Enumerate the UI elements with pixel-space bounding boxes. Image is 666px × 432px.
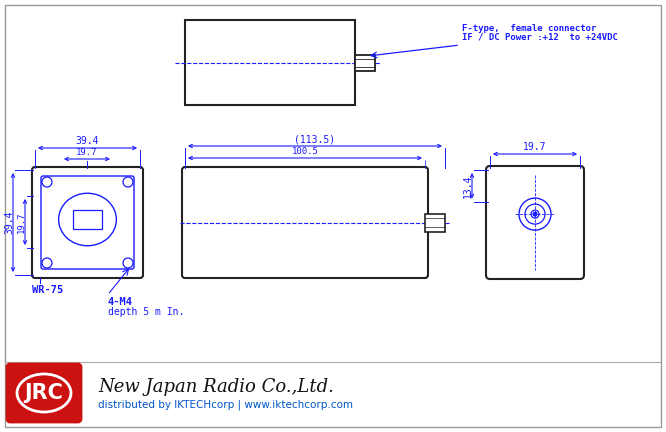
Text: WR-75: WR-75 bbox=[32, 285, 63, 295]
Bar bbox=[185, 20, 355, 105]
Text: F-type,  female connector: F-type, female connector bbox=[462, 24, 596, 33]
Text: distributed by IKTECHcorp | www.iktechcorp.com: distributed by IKTECHcorp | www.iktechco… bbox=[98, 400, 353, 410]
Text: 4-M4: 4-M4 bbox=[107, 297, 133, 307]
Text: 13.4: 13.4 bbox=[463, 174, 473, 197]
Text: depth 5 m In.: depth 5 m In. bbox=[107, 307, 184, 317]
Text: 100.5: 100.5 bbox=[292, 147, 318, 156]
Text: 19.7: 19.7 bbox=[17, 211, 25, 233]
Bar bbox=[425, 213, 445, 232]
Text: JRC: JRC bbox=[25, 383, 63, 403]
Circle shape bbox=[533, 212, 537, 216]
Text: 19.7: 19.7 bbox=[76, 148, 98, 157]
Text: IF / DC Power :+12  to +24VDC: IF / DC Power :+12 to +24VDC bbox=[462, 33, 618, 42]
FancyBboxPatch shape bbox=[41, 176, 134, 269]
FancyBboxPatch shape bbox=[32, 167, 143, 278]
Text: 39.4: 39.4 bbox=[4, 211, 14, 234]
Text: 39.4: 39.4 bbox=[76, 136, 99, 146]
Bar bbox=[355, 54, 375, 70]
Bar bbox=[73, 210, 102, 229]
Text: 19.7: 19.7 bbox=[523, 142, 547, 152]
Text: New Japan Radio Co.,Ltd.: New Japan Radio Co.,Ltd. bbox=[98, 378, 334, 396]
FancyBboxPatch shape bbox=[486, 166, 584, 279]
FancyBboxPatch shape bbox=[7, 364, 81, 422]
Ellipse shape bbox=[17, 374, 71, 412]
Ellipse shape bbox=[59, 193, 117, 246]
FancyBboxPatch shape bbox=[182, 167, 428, 278]
Text: (113.5): (113.5) bbox=[294, 134, 336, 144]
